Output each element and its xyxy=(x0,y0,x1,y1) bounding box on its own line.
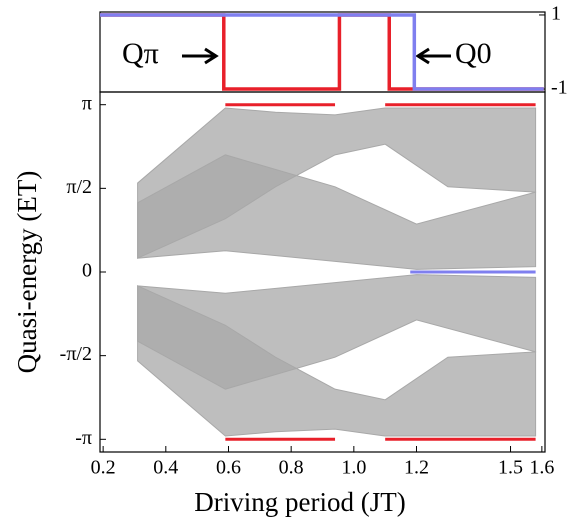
step-line xyxy=(100,13,544,91)
x-tick-label: 0.8 xyxy=(279,457,304,479)
y-tick-label: π xyxy=(82,92,92,114)
arrow xyxy=(182,47,219,65)
arrow xyxy=(415,47,451,65)
x-tick-label: 0.6 xyxy=(216,457,241,479)
x-tick-label: 1.0 xyxy=(341,457,366,479)
annotation: Q0 xyxy=(455,37,492,70)
x-tick-label: 0.4 xyxy=(153,457,178,479)
y-tick-label: -π/2 xyxy=(60,343,92,365)
band xyxy=(137,154,537,270)
y-tick-label: π/2 xyxy=(66,176,92,198)
y-tick-label: -π xyxy=(75,427,92,449)
y-axis-label: Quasi-energy (ET) xyxy=(12,171,42,374)
y-tick-label: 0 xyxy=(82,260,92,282)
x-tick-label: 0.2 xyxy=(91,457,116,479)
annotation: Qπ xyxy=(122,37,159,70)
x-axis-label: Driving period (JT) xyxy=(194,487,405,517)
x-tick-label: 1.6 xyxy=(529,457,554,479)
step-line xyxy=(100,13,544,91)
x-tick-label: 1.2 xyxy=(404,457,429,479)
x-tick-label: 1.5 xyxy=(498,457,523,479)
band xyxy=(137,274,537,390)
y-tick-label: -1 xyxy=(551,77,568,99)
y-tick-label: 1 xyxy=(551,3,561,25)
